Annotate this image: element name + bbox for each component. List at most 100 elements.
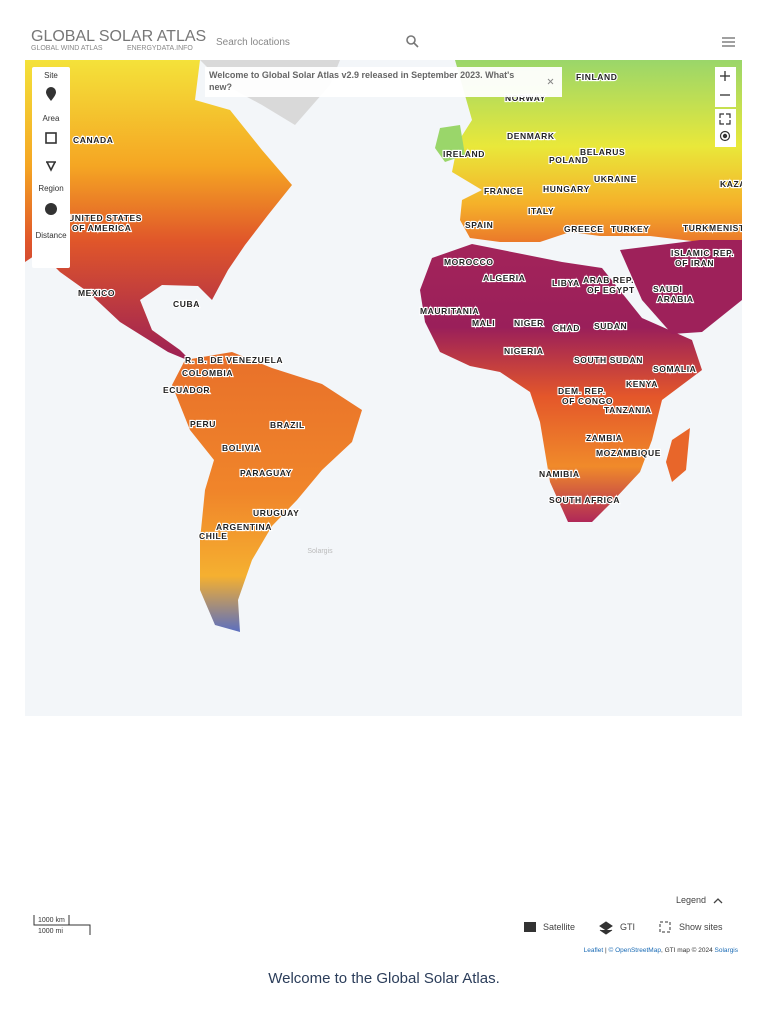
- fullscreen[interactable]: [719, 113, 731, 125]
- satellite-button[interactable]: Satellite: [543, 922, 575, 932]
- show-sites-button[interactable]: Show sites: [679, 922, 723, 932]
- country-label: FRANCE: [484, 186, 523, 196]
- country-label: SOUTH SUDAN: [574, 355, 643, 365]
- area-icon[interactable]: [45, 132, 57, 144]
- tool-label[interactable]: Area: [43, 114, 60, 123]
- zoom-panel: [715, 67, 736, 107]
- country-label: SAUDI: [653, 284, 682, 294]
- attr-osm[interactable]: © OpenStreetMap: [608, 946, 661, 954]
- country-label: NIGER: [514, 318, 544, 328]
- country-label: OF AMERICA: [72, 223, 132, 233]
- country-label: SOMALIA: [653, 364, 696, 374]
- country-label: URUGUAY: [253, 508, 299, 518]
- country-label: LIBYA: [552, 278, 580, 288]
- notice-text[interactable]: Welcome to Global Solar Atlas v2.9 relea…: [209, 70, 515, 92]
- attr-gti: , GTI map © 2024: [661, 946, 715, 954]
- tool-label[interactable]: Distance: [35, 231, 67, 240]
- country-label: ITALY: [528, 206, 554, 216]
- country-label: CUBA: [173, 299, 200, 309]
- country-label: OF IRAN: [675, 258, 714, 268]
- country-label: ALGERIA: [483, 273, 525, 283]
- country-label: IRELAND: [443, 149, 485, 159]
- country-label: UKRAINE: [594, 174, 637, 184]
- gti-button[interactable]: GTI: [620, 922, 635, 932]
- country-label: SPAIN: [465, 220, 493, 230]
- attr-sep: |: [603, 947, 608, 954]
- north-america: [25, 60, 292, 362]
- tools: Site Area Region Distance: [35, 71, 67, 240]
- tool-label[interactable]: Site: [44, 71, 58, 80]
- country-label: DEM. REP.: [558, 386, 606, 396]
- scale-bar: [33, 915, 91, 935]
- country-label: ARGENTINA: [216, 522, 272, 532]
- country-label: OF EGYPT: [587, 285, 635, 295]
- menu-icon[interactable]: [722, 37, 735, 47]
- notice-box: [205, 67, 562, 97]
- legend-chevron[interactable]: [713, 898, 723, 904]
- country-label: MAURITANIA: [420, 306, 479, 316]
- country-label: MALI: [472, 318, 495, 328]
- country-label: MOZAMBIQUE: [596, 448, 661, 458]
- site-icon[interactable]: [46, 87, 56, 101]
- country-label: ZAMBIA: [586, 433, 623, 443]
- notice-close[interactable]: [547, 78, 554, 85]
- country-label: TANZANIA: [604, 405, 652, 415]
- country-label: SOUTH AFRICA: [549, 495, 620, 505]
- sites-icon[interactable]: [659, 921, 671, 933]
- country-label: HUNGARY: [543, 184, 590, 194]
- tool-panel: [32, 67, 70, 268]
- tool-label[interactable]: Region: [38, 184, 63, 193]
- distance-icon[interactable]: [45, 203, 57, 215]
- country-label: R. B. DE VENEZUELA: [185, 355, 283, 365]
- country-label: ARABIA: [657, 294, 694, 304]
- country-label: COLOMBIA: [182, 368, 233, 378]
- footer-heading: Welcome to the Global Solar Atlas.: [268, 970, 500, 987]
- country-label: DENMARK: [507, 131, 555, 141]
- country-label: MEXICO: [78, 288, 115, 298]
- notice: Welcome to Global Solar Atlas v2.9 relea…: [209, 70, 515, 92]
- country-label: POLAND: [549, 155, 589, 165]
- header-link[interactable]: ENERGYDATA.INFO: [127, 45, 193, 52]
- country-label: GREECE: [564, 224, 604, 234]
- search-input[interactable]: Search locations: [216, 37, 290, 48]
- attribution: Leaflet | © OpenStreetMap, GTI map © 202…: [584, 946, 739, 954]
- view-panel: [715, 109, 736, 147]
- zoom-in[interactable]: [720, 71, 730, 81]
- watermark: Solargis: [307, 548, 333, 555]
- arabia: [620, 240, 742, 334]
- country-label: NAMIBIA: [539, 469, 580, 479]
- country-label: ISLAMIC REP.: [671, 248, 734, 258]
- country-label: ARAB REP.: [583, 275, 634, 285]
- country-label: OF CONGO: [562, 396, 613, 406]
- country-label: FINLAND: [576, 72, 618, 82]
- satellite-icon[interactable]: [524, 922, 536, 932]
- europe-asia: [452, 60, 742, 252]
- africa: [420, 244, 702, 522]
- scale-km: 1000 km: [38, 917, 65, 924]
- country-label: BELARUS: [580, 147, 625, 157]
- british-isles: [435, 125, 465, 162]
- country-label: TURKMENISTAN: [683, 223, 758, 233]
- site-title[interactable]: GLOBAL SOLAR ATLAS: [31, 28, 206, 45]
- country-label: PARAGUAY: [240, 468, 292, 478]
- country-label: BOLIVIA: [222, 443, 261, 453]
- madagascar: [666, 428, 690, 482]
- country-label: CHILE: [199, 531, 228, 541]
- region-icon[interactable]: [46, 161, 56, 172]
- country-label: BRAZIL: [270, 420, 305, 430]
- country-label: CHAD: [553, 323, 580, 333]
- header-link[interactable]: GLOBAL WIND ATLAS: [31, 45, 103, 52]
- country-label: PERU: [190, 419, 216, 429]
- scale-mi: 1000 mi: [38, 928, 63, 935]
- attr-solargis[interactable]: Solargis: [715, 947, 739, 954]
- attr-leaflet[interactable]: Leaflet: [584, 947, 604, 954]
- search-icon[interactable]: [406, 35, 419, 48]
- legend-toggle[interactable]: Legend: [676, 895, 706, 905]
- country-label: KENYA: [626, 379, 658, 389]
- layers-icon[interactable]: [599, 921, 613, 935]
- country-label: TURKEY: [611, 224, 650, 234]
- locate[interactable]: [719, 130, 731, 142]
